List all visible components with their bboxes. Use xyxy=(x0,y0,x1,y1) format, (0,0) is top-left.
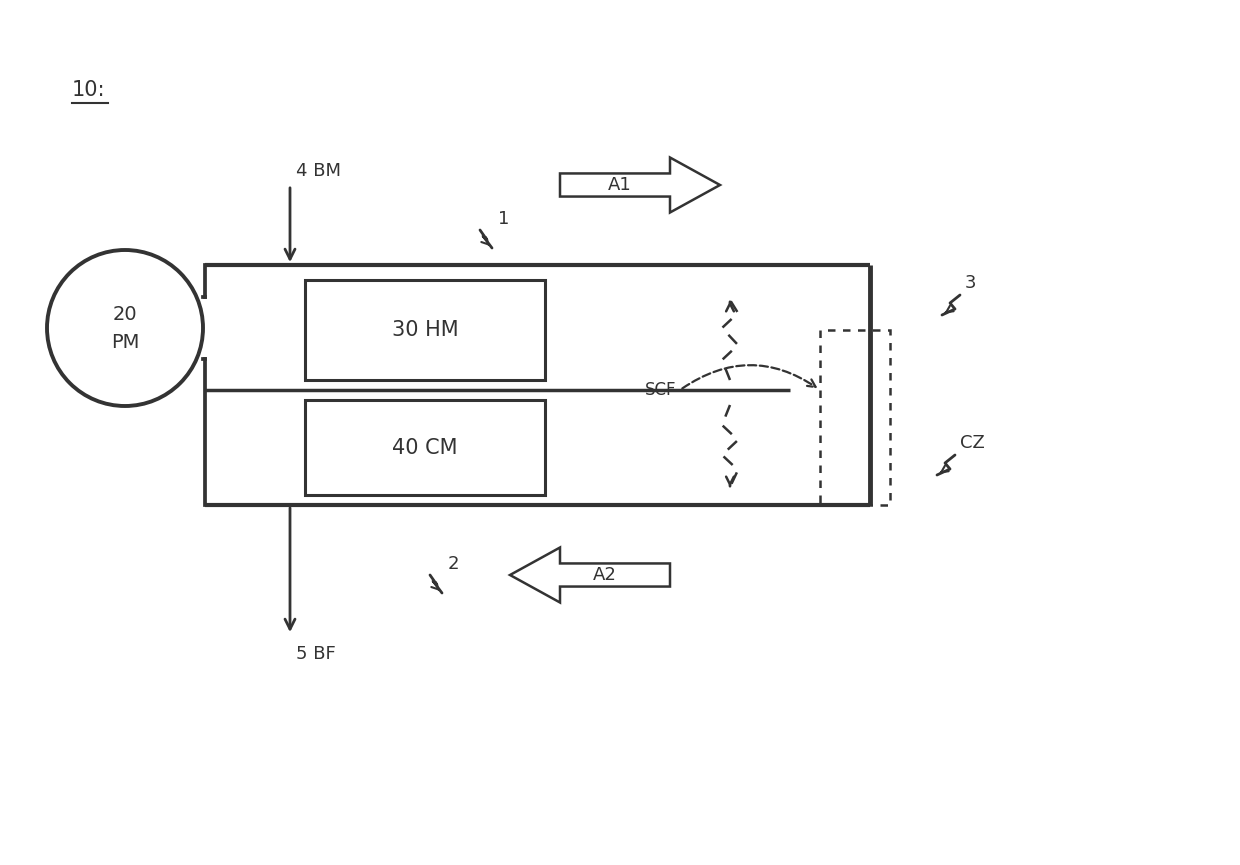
Text: 3: 3 xyxy=(965,274,977,292)
Bar xyxy=(305,280,546,380)
Bar xyxy=(820,330,890,505)
Text: A1: A1 xyxy=(608,176,632,194)
Text: 5 BF: 5 BF xyxy=(296,645,336,663)
Text: A2: A2 xyxy=(593,566,618,584)
Text: SCF: SCF xyxy=(645,381,677,399)
Text: 30 HM: 30 HM xyxy=(392,320,459,340)
Text: 4 BM: 4 BM xyxy=(296,162,341,180)
Text: 40 CM: 40 CM xyxy=(392,438,458,458)
FancyArrow shape xyxy=(560,157,720,213)
Text: 20
PM: 20 PM xyxy=(110,304,139,351)
Text: 2: 2 xyxy=(448,555,460,573)
Text: 10:: 10: xyxy=(72,80,105,100)
Bar xyxy=(305,400,546,495)
Text: CZ: CZ xyxy=(960,434,985,452)
FancyArrow shape xyxy=(510,548,670,603)
Text: 1: 1 xyxy=(498,210,510,228)
